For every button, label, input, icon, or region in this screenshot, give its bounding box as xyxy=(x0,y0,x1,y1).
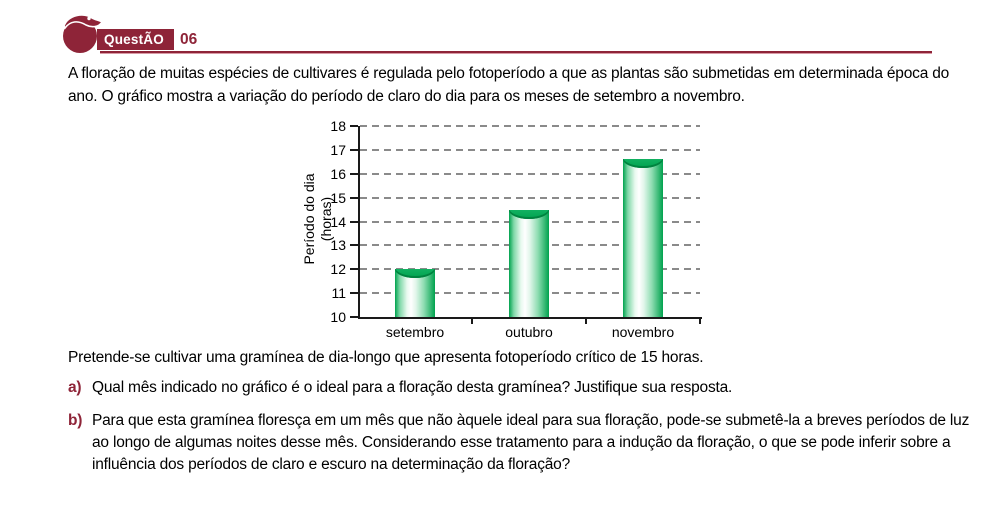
x-tick-2 xyxy=(585,319,587,324)
item-b-label: b) xyxy=(68,412,83,429)
y-tick-10 xyxy=(350,316,358,318)
context-paragraph: Pretende-se cultivar uma gramínea de dia… xyxy=(68,349,704,366)
badge-end-block xyxy=(166,29,174,50)
bar-cap-setembro xyxy=(395,269,435,279)
question-item-a: a) Qual mês indicado no gráfico é o idea… xyxy=(68,377,973,399)
y-tick-18 xyxy=(350,125,358,127)
item-a-text: Qual mês indicado no gráfico é o ideal p… xyxy=(92,379,733,396)
x-category-label-outubro: outubro xyxy=(505,324,553,340)
y-axis xyxy=(358,126,360,319)
header-rule xyxy=(100,51,932,54)
gridline-18 xyxy=(360,125,700,127)
bar-novembro xyxy=(623,159,663,317)
x-category-label-setembro: setembro xyxy=(385,324,445,340)
x-category-label-novembro: novembro xyxy=(611,324,675,340)
y-tick-13 xyxy=(350,244,358,247)
photoperiod-bar-chart: Período do dia (horas) 10 11 12 13 14 15 16 17 1… xyxy=(295,118,715,344)
y-tick-label-14: 14 xyxy=(330,213,346,230)
y-tick-label-18: 18 xyxy=(330,118,346,134)
y-axis-label-line1: Período do dia xyxy=(301,173,317,265)
x-tick-3 xyxy=(699,319,701,324)
gridline-16 xyxy=(360,172,700,175)
y-tick-12 xyxy=(350,268,358,271)
y-tick-17 xyxy=(350,148,358,151)
question-number: 06 xyxy=(180,31,198,48)
x-tick-1 xyxy=(471,319,473,324)
y-tick-14 xyxy=(350,220,358,223)
y-tick-label-10: 10 xyxy=(330,309,346,325)
bar-cap-novembro xyxy=(623,159,663,169)
y-tick-label-11: 11 xyxy=(331,285,346,302)
question-badge-label: QuestÃO xyxy=(104,32,164,47)
y-tick-label-12: 12 xyxy=(330,261,346,278)
question-item-b: b) Para que esta gramínea floresça em um… xyxy=(68,410,973,476)
item-b-text: Para que esta gramínea floresça em um mê… xyxy=(92,412,970,473)
gridline-15 xyxy=(360,196,700,199)
y-tick-label-16: 16 xyxy=(330,165,346,182)
bar-setembro xyxy=(395,269,435,317)
intro-paragraph: A floração de muitas espécies de cultiva… xyxy=(68,65,950,105)
question-badge: QuestÃO xyxy=(97,29,171,50)
bar-outubro xyxy=(509,209,549,317)
y-tick-16 xyxy=(350,172,358,175)
x-axis xyxy=(358,317,702,319)
y-tick-label-13: 13 xyxy=(330,237,346,254)
y-tick-label-15: 15 xyxy=(330,189,346,206)
y-tick-label-17: 17 xyxy=(330,141,346,158)
y-tick-15 xyxy=(350,196,358,199)
item-a-label: a) xyxy=(68,379,82,396)
gridline-17 xyxy=(360,148,700,151)
y-tick-11 xyxy=(350,292,358,295)
logo-icon xyxy=(61,11,105,55)
bar-cap-outubro xyxy=(509,209,549,219)
